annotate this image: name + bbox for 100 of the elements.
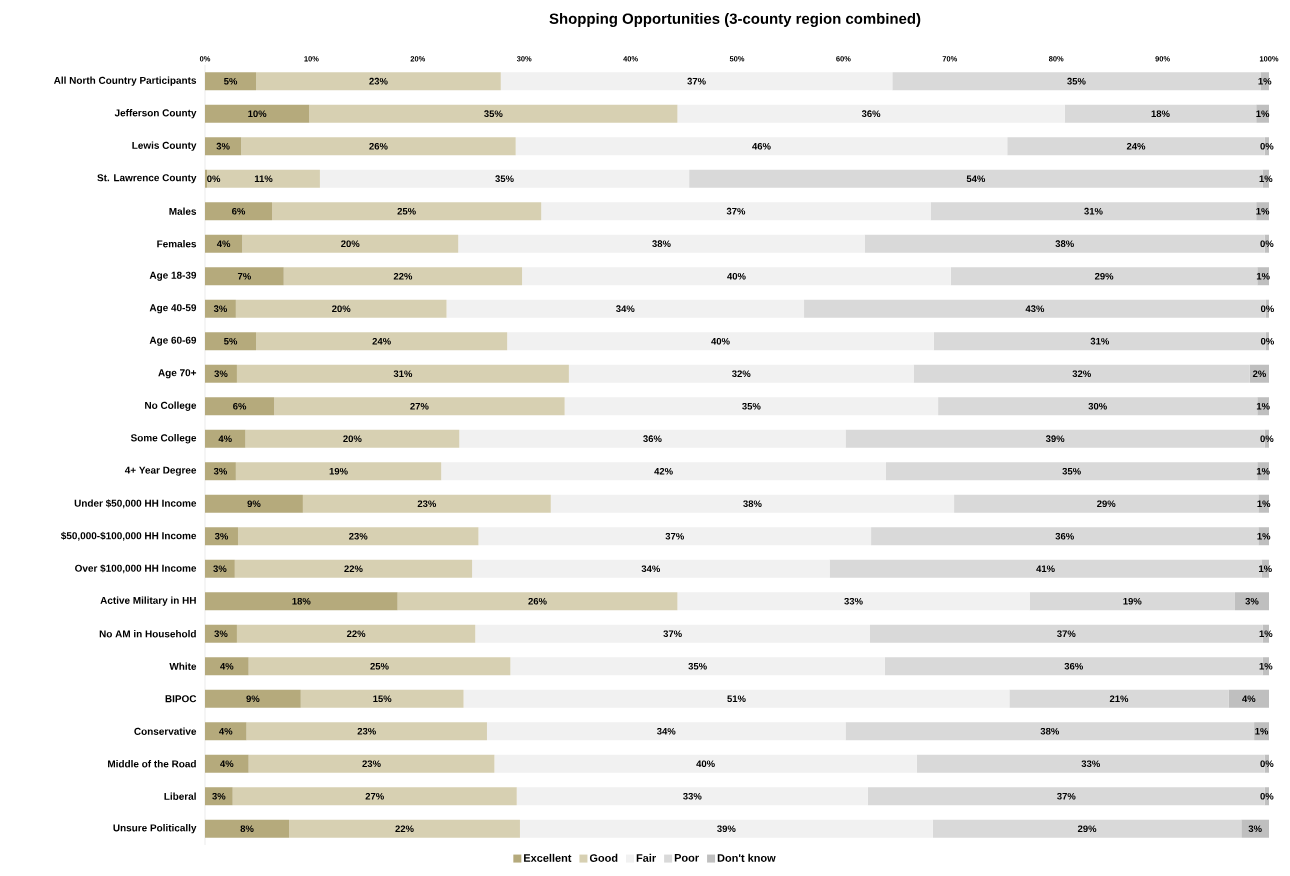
data-label: 24% xyxy=(372,337,391,345)
data-label: 18% xyxy=(292,597,311,605)
bar xyxy=(397,592,678,611)
data-label: 3% xyxy=(214,370,228,378)
data-label: 36% xyxy=(643,435,662,443)
y-tick-label: Females xyxy=(157,240,197,248)
data-label: 3% xyxy=(214,532,229,540)
data-label: 1% xyxy=(1256,207,1270,215)
bar xyxy=(205,527,238,546)
bar xyxy=(1064,104,1257,123)
data-label: 0% xyxy=(1260,760,1274,768)
data-label: 31% xyxy=(1084,207,1103,215)
y-tick-label: BIPOC xyxy=(165,695,197,703)
bar xyxy=(932,819,1242,838)
bar xyxy=(256,332,508,351)
bar xyxy=(507,332,934,351)
data-label: 23% xyxy=(362,760,381,768)
data-label: 26% xyxy=(528,597,547,605)
bar xyxy=(205,689,301,708)
data-label: 3% xyxy=(212,792,226,800)
data-label: 1% xyxy=(1256,272,1270,280)
data-label: 35% xyxy=(742,402,761,410)
data-label: 1% xyxy=(1259,630,1273,638)
bar xyxy=(207,169,320,188)
y-tick-label: Unsure Politically xyxy=(113,824,197,834)
bar xyxy=(205,559,235,578)
bar xyxy=(913,364,1250,383)
data-label: 32% xyxy=(732,370,751,378)
y-tick-label: No AM in Household xyxy=(99,630,196,638)
bar xyxy=(677,592,1030,611)
bar xyxy=(205,202,273,221)
bar xyxy=(205,494,303,513)
bar xyxy=(274,397,565,416)
bar xyxy=(232,787,517,806)
data-label: 21% xyxy=(1109,695,1129,703)
y-tick-label: Lewis County xyxy=(132,141,197,151)
data-label: 1% xyxy=(1259,662,1273,670)
data-label: 32% xyxy=(1072,370,1091,378)
y-tick-label: St. Lawrence County xyxy=(97,174,197,184)
legend-label: Poor xyxy=(674,854,699,862)
data-label: 38% xyxy=(1055,240,1074,248)
data-label: 25% xyxy=(370,662,389,670)
data-label: 8% xyxy=(240,825,254,833)
bar xyxy=(248,657,511,676)
data-label: 34% xyxy=(641,565,661,573)
bar xyxy=(1254,722,1269,741)
bar xyxy=(1228,689,1269,708)
data-label: 22% xyxy=(344,565,363,573)
data-label: 33% xyxy=(1081,760,1101,768)
data-label: 30% xyxy=(1088,402,1107,410)
bar xyxy=(205,169,208,188)
data-label: 33% xyxy=(683,792,702,800)
bar xyxy=(1029,592,1235,611)
data-label: 23% xyxy=(349,532,368,540)
data-label: 1% xyxy=(1257,532,1271,540)
bar xyxy=(516,787,868,806)
data-label: 20% xyxy=(341,240,360,248)
bar xyxy=(205,462,236,481)
data-label: 23% xyxy=(369,77,388,85)
data-label: 1% xyxy=(1256,110,1270,118)
bar xyxy=(283,267,523,286)
data-label: 29% xyxy=(1097,500,1116,508)
data-label: 0% xyxy=(1260,240,1274,248)
chart-title: Shopping Opportunities (3-county region combined) xyxy=(549,12,921,27)
bar xyxy=(319,169,690,188)
bar xyxy=(494,754,917,773)
data-label: 29% xyxy=(1094,272,1114,280)
bar xyxy=(486,722,846,741)
data-label: 26% xyxy=(369,142,388,150)
data-label: 33% xyxy=(844,597,863,605)
data-label: 23% xyxy=(357,727,376,735)
bar xyxy=(568,364,914,383)
bar xyxy=(522,267,951,286)
y-tick-label: Age 60-69 xyxy=(149,336,197,346)
data-label: 51% xyxy=(727,695,746,703)
data-label: 1% xyxy=(1259,565,1272,573)
bar xyxy=(938,397,1258,416)
data-label: 37% xyxy=(687,77,706,85)
data-label: 9% xyxy=(247,500,261,508)
data-label: 4% xyxy=(1242,695,1256,703)
y-tick-label: Males xyxy=(169,207,197,215)
data-label: 27% xyxy=(410,402,429,410)
data-label: 0% xyxy=(1260,142,1274,150)
y-tick-label: Over $100,000 HH Income xyxy=(75,564,197,574)
y-tick-label: All North Country Participants xyxy=(53,76,197,86)
bar xyxy=(205,299,236,318)
bar xyxy=(1256,202,1269,221)
bar xyxy=(205,722,247,741)
data-label: 4% xyxy=(219,727,233,735)
data-label: 40% xyxy=(727,272,746,280)
data-label: 40% xyxy=(696,760,715,768)
bar xyxy=(309,104,678,123)
data-label: 37% xyxy=(726,207,746,215)
data-label: 15% xyxy=(373,695,392,703)
bar xyxy=(500,72,893,91)
bar xyxy=(205,397,275,416)
data-label: 37% xyxy=(663,630,682,638)
bar xyxy=(478,527,872,546)
bar xyxy=(564,397,939,416)
bar xyxy=(246,722,487,741)
